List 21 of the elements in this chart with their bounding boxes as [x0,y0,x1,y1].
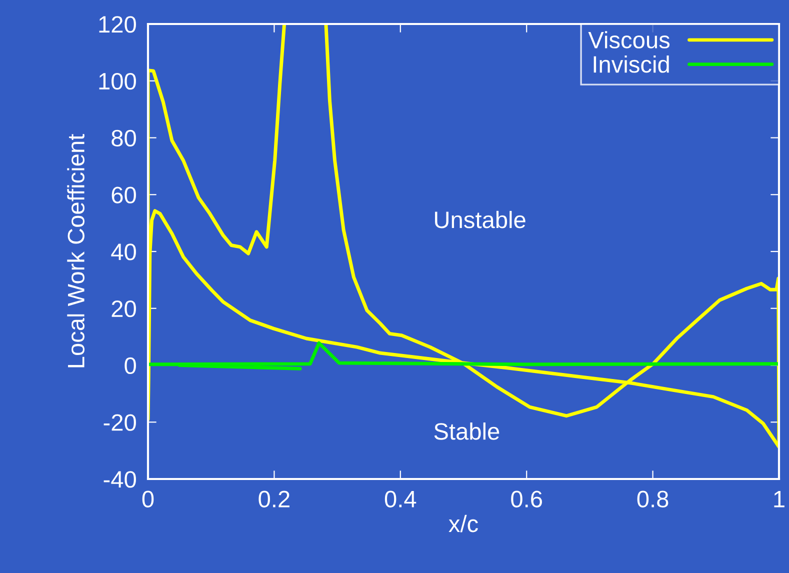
x-tick-label: 0.8 [637,490,668,508]
y-tick-label: 120 [99,16,136,33]
annotation: Stable [434,422,500,440]
y-tick-label: 60 [112,186,136,204]
y-tick-label: 100 [99,72,136,90]
x-tick-label: 0.6 [511,490,542,508]
x-tick-label: 0 [142,490,154,508]
y-tick-label: -40 [104,471,136,488]
y-axis-title: Local Work Coefficient [67,134,84,368]
y-tick-label: 40 [111,244,136,260]
legend-label: Inviscid [594,55,669,73]
y-tick-label: 0 [124,357,136,374]
x-tick-label: 0.4 [384,490,416,508]
legend-label: Viscous [588,31,670,48]
y-tick-label: -20 [104,414,136,431]
x-axis-title: x/c [448,514,478,532]
y-tick-label: 80 [112,130,136,147]
x-tick-label: 1 [774,490,784,508]
x-tick-label: 0.2 [258,490,290,508]
annotation: Unstable [435,210,526,228]
y-tick-label: 20 [112,300,136,318]
